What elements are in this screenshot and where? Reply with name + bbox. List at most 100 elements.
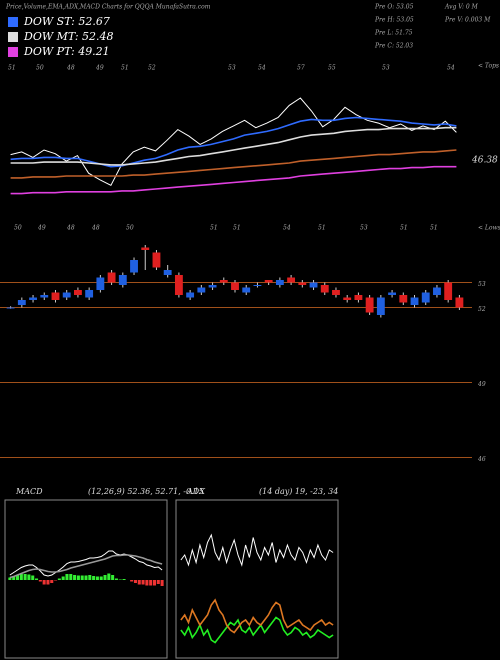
histogram-bar: [130, 580, 134, 582]
histogram-bar: [12, 576, 16, 580]
candle-body: [118, 275, 127, 285]
histogram-bar: [38, 580, 42, 582]
candle-body: [85, 290, 94, 298]
histogram-bar: [46, 580, 50, 585]
top-label: 51: [121, 65, 129, 72]
candle-body: [197, 287, 206, 293]
candle-body: [51, 292, 60, 300]
legend-swatch: [8, 17, 18, 27]
series-line: [180, 533, 334, 567]
histogram-bar: [152, 580, 157, 586]
histogram-bar: [61, 576, 65, 580]
candle-body: [376, 297, 385, 315]
candle-body: [219, 280, 228, 283]
candle-body: [208, 285, 217, 288]
histogram-bar: [65, 574, 69, 580]
histogram-bar: [137, 580, 141, 585]
candle-body: [410, 297, 419, 305]
candle-body: [444, 282, 453, 300]
histogram-bar: [80, 575, 84, 580]
top-label: 48: [66, 65, 75, 72]
candle-body: [186, 292, 195, 298]
annotation: < Lows: [478, 225, 500, 232]
top-label: 53: [228, 65, 236, 72]
series-line: [9, 550, 163, 577]
low-label: 50: [126, 225, 134, 232]
series-line: [10, 126, 457, 166]
candle-body: [29, 297, 37, 300]
stat: Avg V: 0 M: [444, 4, 479, 11]
top-label: 50: [36, 65, 44, 72]
low-label: 48: [66, 225, 75, 232]
series-line: [180, 598, 334, 634]
series-line: [10, 149, 457, 179]
annotation: < Tops: [478, 63, 499, 70]
candle-body: [253, 285, 262, 286]
top-label: 52: [148, 65, 156, 72]
histogram-bar: [156, 580, 160, 584]
candle-body: [365, 297, 374, 313]
candle-body: [309, 282, 318, 288]
candle-body: [62, 292, 71, 298]
histogram-bar: [95, 576, 99, 580]
stat: Pre O: 53.05: [374, 4, 414, 11]
series-line: [9, 554, 163, 579]
low-label: 51: [210, 225, 218, 232]
histogram-bar: [149, 580, 153, 586]
low-label: 48: [91, 225, 100, 232]
candle-body: [433, 287, 441, 295]
stat: Pre V: 0.003 M: [444, 17, 491, 24]
annotation: 46.38: [471, 156, 498, 166]
series-line: [10, 116, 457, 168]
histogram-bar: [160, 580, 164, 586]
candle-body: [141, 247, 150, 250]
legend-swatch: [8, 47, 18, 57]
candle-body: [74, 290, 82, 295]
low-label: 51: [430, 225, 438, 232]
page-title: Price,Volume,EMA,ADX,MACD Charts for QQQ…: [5, 4, 211, 11]
histogram-bar: [42, 580, 46, 585]
candle-body: [343, 297, 352, 300]
histogram-bar: [133, 580, 137, 583]
candle-body: [332, 290, 340, 295]
candle-body: [231, 282, 239, 290]
histogram-bar: [73, 575, 77, 580]
histogram-bar: [111, 575, 115, 580]
panel-subtitle: (14 day) 19, -23, 34: [259, 487, 338, 496]
candle-body: [6, 307, 15, 309]
panel-title: MACD: [15, 487, 43, 496]
stat: Pre L: 51.75: [374, 30, 413, 37]
histogram-bar: [88, 575, 92, 580]
top-label: 57: [297, 65, 305, 72]
low-label: 49: [37, 225, 46, 232]
y-tick-label: 46: [477, 456, 486, 463]
histogram-bar: [92, 576, 96, 580]
candle-body: [354, 295, 363, 300]
histogram-bar: [122, 579, 126, 580]
candle-body: [174, 275, 183, 295]
histogram-bar: [54, 580, 58, 581]
histogram-bar: [27, 574, 31, 580]
histogram-bar: [145, 580, 149, 586]
low-label: 51: [400, 225, 408, 232]
candle-body: [298, 282, 307, 285]
legend-entry: DOW ST: 52.67: [23, 15, 110, 28]
candle-body: [130, 260, 138, 273]
y-tick-label: 49: [477, 381, 486, 388]
histogram-bar: [23, 574, 27, 580]
histogram-bar: [84, 575, 88, 580]
low-label: 53: [360, 225, 368, 232]
histogram-bar: [107, 573, 111, 580]
panel-title: ADX: [186, 487, 205, 496]
candle-body: [17, 300, 26, 305]
y-tick-label: 53: [478, 281, 486, 288]
legend-entry: DOW PT: 49.21: [23, 45, 110, 58]
candle-body: [152, 252, 161, 268]
low-label: 51: [318, 225, 326, 232]
candle-body: [163, 270, 172, 275]
legend-entry: DOW MT: 52.48: [23, 30, 114, 43]
histogram-bar: [35, 578, 39, 580]
low-label: 50: [14, 225, 22, 232]
histogram-bar: [69, 574, 73, 580]
